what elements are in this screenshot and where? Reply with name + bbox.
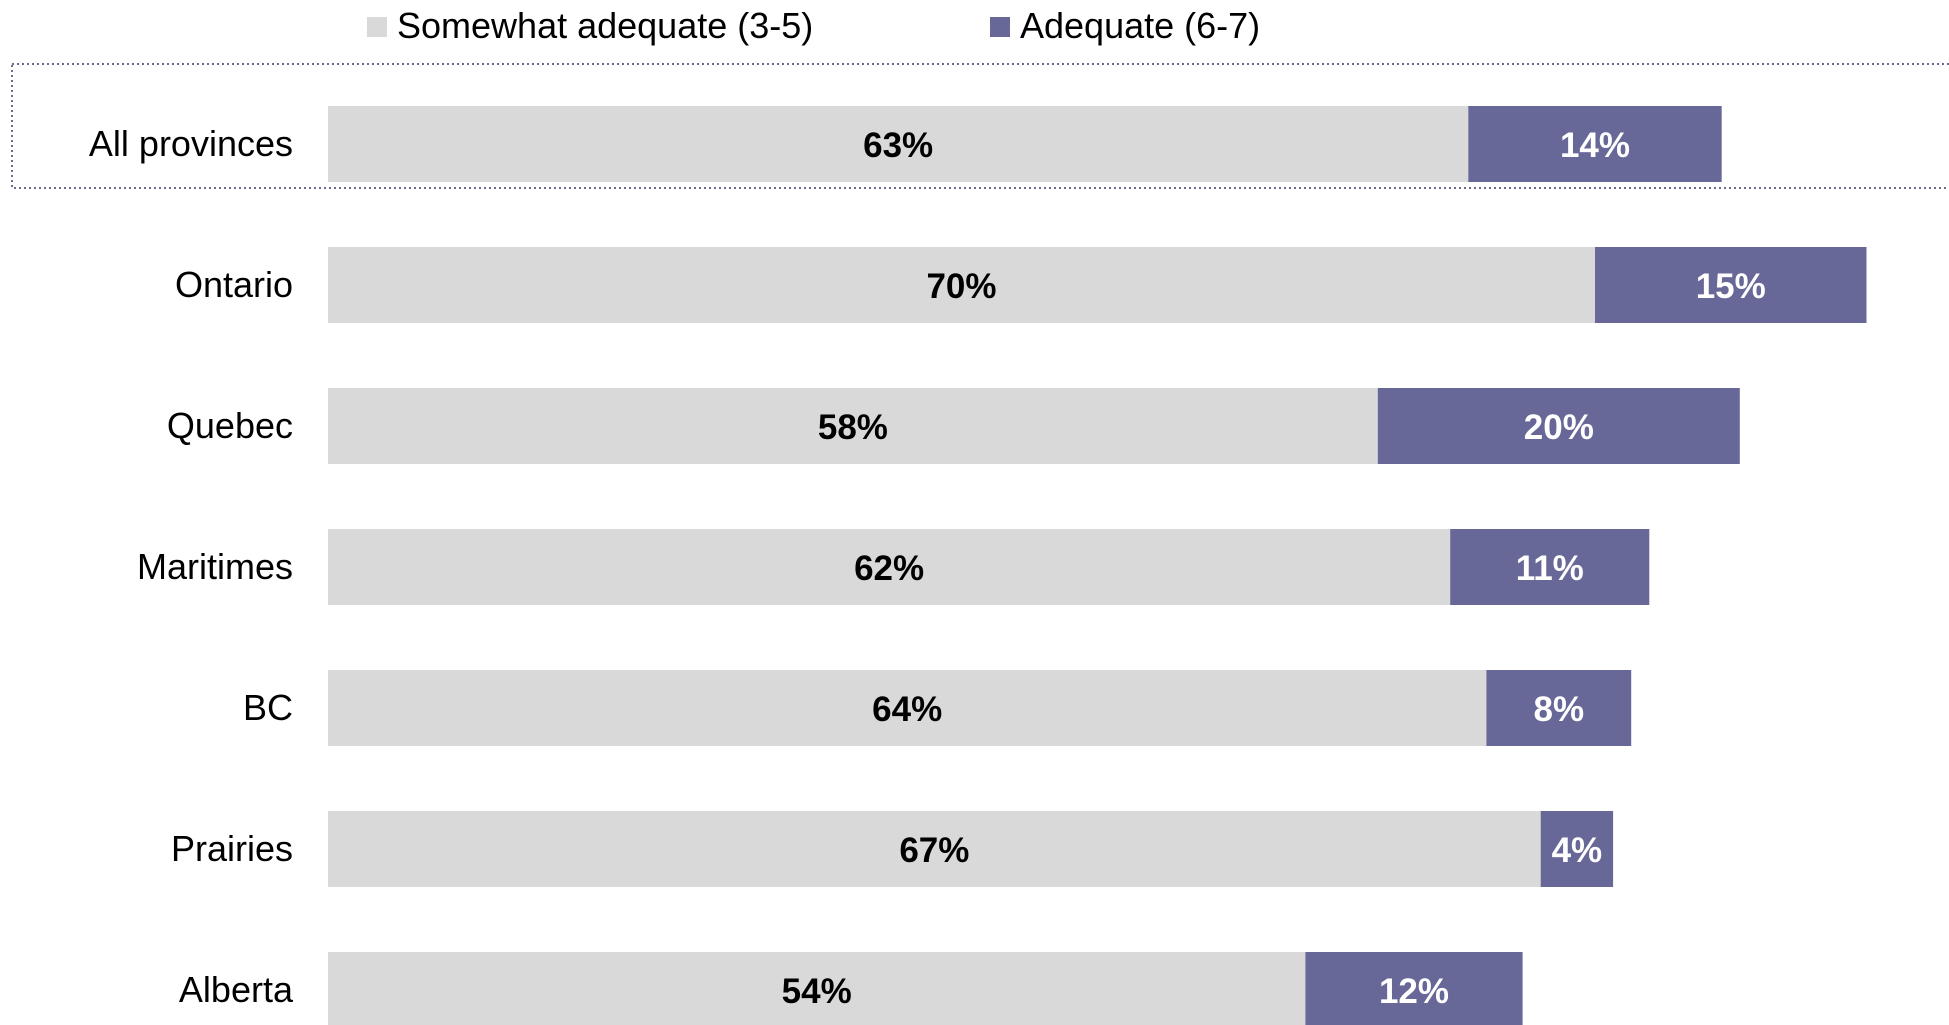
data-label-all-provinces-adequate-6-7: 14% [1560,126,1630,165]
bar-alberta-adequate-6-7 [1305,952,1523,1025]
legend: Somewhat adequate (3-5) Adequate (6-7) [367,5,1260,46]
data-label-alberta-adequate-6-7: 12% [1379,972,1449,1011]
bar-bc-adequate-6-7 [1486,670,1632,746]
data-label-prairies-somewhat-adequate-3-5: 67% [899,831,969,870]
category-label-prairies: Prairies [171,828,293,869]
data-label-maritimes-somewhat-adequate-3-5: 62% [854,549,924,588]
category-label-bc: BC [243,687,293,728]
category-labels: All provinces Ontario Quebec Maritimes BC Pra… [89,123,294,1010]
bar-quebec-adequate-6-7 [1377,388,1740,464]
legend-label-adequate-6-7: Adequate (6-7) [1020,5,1260,46]
data-label-quebec-adequate-6-7: 20% [1524,408,1594,447]
bar-prairies-adequate-6-7 [1540,811,1614,887]
bars [328,106,1867,1025]
data-label-prairies-adequate-6-7: 4% [1552,831,1603,870]
bar-maritimes-adequate-6-7 [1450,529,1650,605]
data-label-ontario-somewhat-adequate-3-5: 70% [926,267,996,306]
highlight-box [11,63,1949,189]
data-label-maritimes-adequate-6-7: 11% [1516,549,1584,588]
data-label-bc-somewhat-adequate-3-5: 64% [872,690,942,729]
bar-all-provinces-adequate-6-7 [1468,106,1722,182]
category-label-quebec: Quebec [167,405,293,446]
category-label-all-provinces: All provinces [89,123,293,164]
bar-maritimes-somewhat-adequate-3-5 [328,529,1451,605]
data-label-alberta-somewhat-adequate-3-5: 54% [782,972,852,1011]
legend-swatch-somewhat-adequate-3-5 [367,17,387,37]
value-labels: 63% 14% 70% 15% 58% 20% 62% 11% 64% 8% 67% 4% 54% 12% [782,126,1766,1011]
legend-label-somewhat-adequate-3-5: Somewhat adequate (3-5) [397,5,813,46]
bar-prairies-somewhat-adequate-3-5 [328,811,1541,887]
bar-alberta-somewhat-adequate-3-5 [328,952,1306,1025]
category-label-alberta: Alberta [179,969,294,1010]
bar-bc-somewhat-adequate-3-5 [328,670,1487,746]
category-label-ontario: Ontario [175,264,293,305]
data-label-bc-adequate-6-7: 8% [1534,690,1585,729]
data-label-all-provinces-somewhat-adequate-3-5: 63% [863,126,933,165]
category-label-maritimes: Maritimes [137,546,293,587]
bar-quebec-somewhat-adequate-3-5 [328,388,1378,464]
data-label-ontario-adequate-6-7: 15% [1696,267,1766,306]
legend-swatch-adequate-6-7 [990,17,1010,37]
bar-ontario-somewhat-adequate-3-5 [328,247,1595,323]
bar-ontario-adequate-6-7 [1595,247,1867,323]
data-label-quebec-somewhat-adequate-3-5: 58% [818,408,888,447]
bar-all-provinces-somewhat-adequate-3-5 [328,106,1469,182]
